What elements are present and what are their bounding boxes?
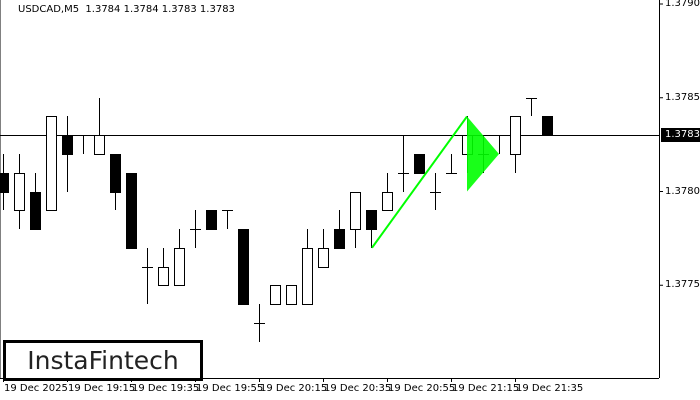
current-price-label: 1.3783 [661,128,700,142]
time-tick-label: 19 Dec 21:35 [516,383,584,394]
time-tick-label: 19 Dec 20:35 [324,383,392,394]
candle-bullish [382,192,393,211]
candle-bearish [206,210,217,230]
time-tick-label: 19 Dec 19:15 [68,383,136,394]
time-tick-label: 19 Dec 20:15 [260,383,328,394]
candle-bearish [62,135,73,155]
candle-bearish [30,192,41,230]
candle-bullish [350,192,361,230]
candle-bullish [510,116,521,155]
candle-bullish [174,248,185,286]
candle-bullish [158,267,169,286]
candle-bullish [14,173,25,211]
candle-bearish [334,229,345,249]
time-tick-label: 19 Dec 19:55 [196,383,264,394]
candle-bearish [0,173,9,193]
candle-bullish [46,116,57,211]
pennant-triangle [467,116,499,192]
time-tick-label: 19 Dec 20:55 [388,383,456,394]
candle-bearish [366,210,377,230]
candle-bullish [94,135,105,155]
price-tick-label: 1.3790 [665,0,700,9]
price-tick-label: 1.3780 [665,185,700,197]
time-tick-label: 19 Dec 21:15 [452,383,520,394]
candle-bearish [414,154,425,174]
candle-bearish [110,154,121,193]
price-tick-label: 1.3785 [665,91,700,103]
candle-bearish [542,116,553,136]
instafintech-logo: InstaFintech [3,340,203,381]
time-tick-label: 19 Dec 19:35 [132,383,200,394]
candle-bearish [238,229,249,305]
candle-bullish [270,285,281,305]
price-tick-label: 1.3775 [665,279,700,291]
candle-bullish [318,248,329,268]
pennant-pole [371,115,468,249]
candle-bullish [302,248,313,305]
candle-bearish [126,173,137,249]
candle-bullish [286,285,297,305]
chart-title: USDCAD,M5 1.3784 1.3784 1.3783 1.3783 [18,4,235,15]
time-tick-label: 19 Dec 2025 [4,383,68,394]
